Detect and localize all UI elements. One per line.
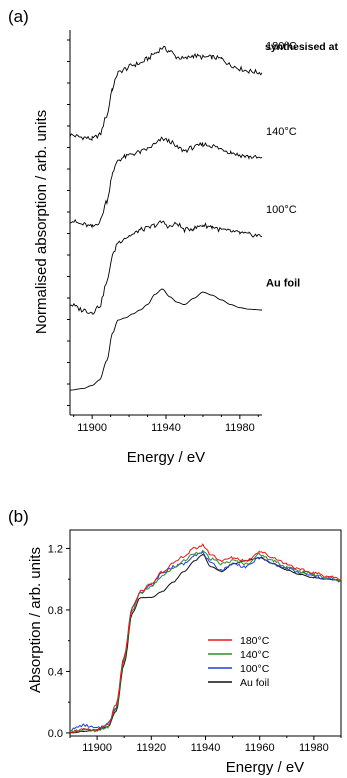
panel-label-a: (a) [8, 7, 29, 26]
series-label-140-c: 140°C [266, 126, 297, 138]
x-tick-label: 11980 [299, 742, 329, 754]
chart-a-curves [69, 46, 263, 391]
chart-a-x-ticks: 11900 11940 11980 [73, 415, 259, 434]
series-line-140-c [69, 136, 263, 229]
chart-b-frame [69, 529, 342, 737]
chart-a-ylabel: Normalised absorption / arb. units [33, 110, 50, 334]
chart-a: (a) 11900 11940 11980 180°C 140°C 100°C Au fo… [8, 7, 338, 466]
chart-a-y-ticks [67, 39, 70, 406]
y-tick-label: 0.4 [48, 666, 63, 678]
x-tick-label: 11900 [82, 742, 112, 754]
series-line-100-c [69, 551, 342, 732]
legend-label-au-foil: Au foil [240, 677, 269, 689]
y-tick-label: 1.2 [48, 543, 63, 555]
chart-a-header: synthesised at [265, 41, 338, 53]
series-label-au-foil: Au foil [266, 278, 300, 290]
x-tick-label: 11900 [77, 422, 107, 434]
chart-b-xlabel: Energy / eV [226, 759, 304, 776]
x-tick-label: 11960 [245, 742, 275, 754]
chart-a-curve-labels: 180°C 140°C 100°C Au foil [266, 40, 300, 289]
x-tick-label: 11940 [151, 422, 181, 434]
chart-a-xlabel: Energy / eV [127, 449, 205, 466]
series-line-180-c [69, 46, 263, 141]
x-tick-label: 11980 [225, 422, 255, 434]
y-tick-label: 0.0 [48, 728, 63, 740]
chart-b-y-ticks: 0.0 0.4 0.8 1.2 [48, 543, 70, 740]
chart-b-legend: 180°C 140°C 100°C Au foil [208, 635, 270, 689]
series-label-180-c: 180°C [266, 40, 297, 52]
x-tick-label: 11940 [191, 742, 221, 754]
series-line-180-c [69, 543, 342, 734]
chart-a-frame [69, 30, 262, 416]
legend-label-140-c: 140°C [240, 649, 270, 661]
series-line-140-c [69, 549, 342, 733]
chart-b-x-ticks: 11900 11920 11940 11960 11980 [69, 736, 342, 754]
chart-b-ylabel: Absorption / arb. units [27, 547, 44, 693]
legend-label-100-c: 100°C [240, 663, 270, 675]
legend-label-180-c: 180°C [240, 635, 270, 647]
series-line-au-foil [69, 553, 342, 734]
series-line-100-c [69, 220, 263, 315]
series-line-au-foil [70, 288, 262, 391]
y-tick-label: 0.8 [48, 605, 63, 617]
panel-label-b: (b) [8, 507, 29, 526]
x-tick-label: 11920 [136, 742, 166, 754]
chart-b-curves [69, 543, 342, 734]
series-label-100-c: 100°C [266, 204, 297, 216]
